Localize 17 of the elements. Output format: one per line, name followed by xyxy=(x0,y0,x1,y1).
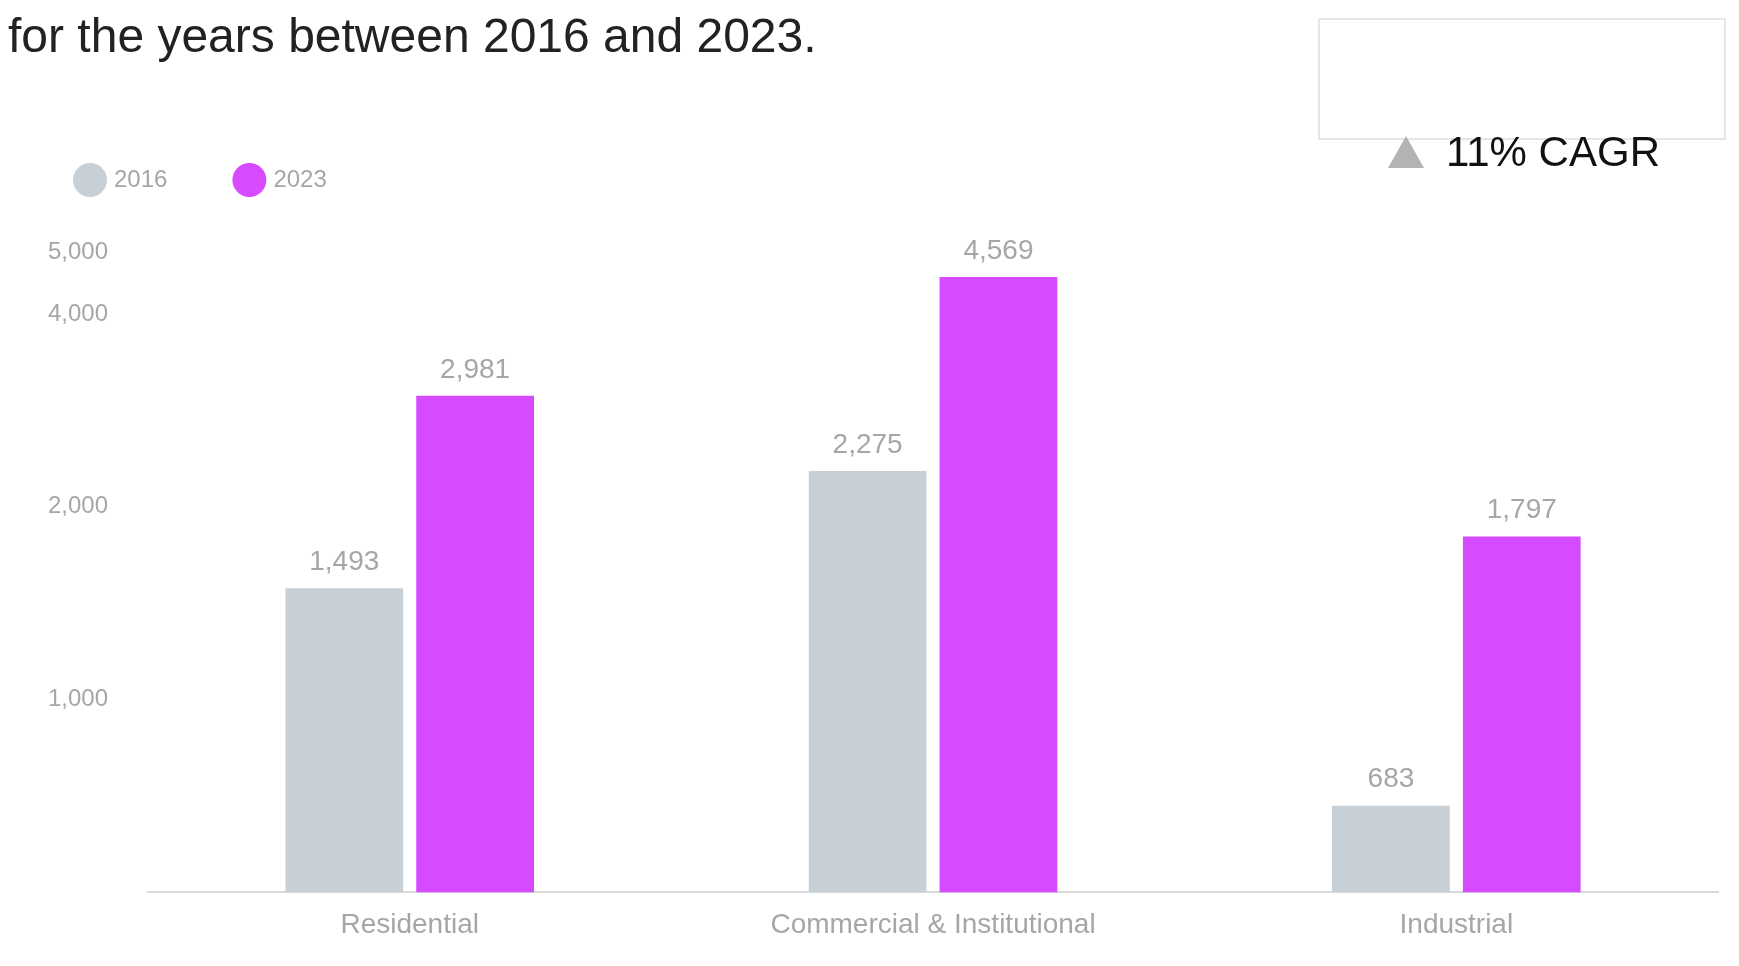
y-tick-label: 4,000 xyxy=(48,298,109,326)
y-tick-label: 5,000 xyxy=(48,236,109,264)
data-label: 2,981 xyxy=(440,352,511,384)
x-tick-label: Residential xyxy=(340,907,479,939)
y-tick-label: 1,000 xyxy=(48,684,109,712)
data-label: 1,493 xyxy=(309,544,380,576)
text: 11% CAGR xyxy=(1446,128,1660,176)
legend-label: 2023 xyxy=(273,164,327,192)
chart-title: for the years between 2016 and 2023. xyxy=(8,8,817,63)
data-label: 1,797 xyxy=(1486,493,1557,525)
x-tick-label: Commercial & Institutional xyxy=(770,907,1096,939)
y-tick-label: 2,000 xyxy=(48,491,109,519)
legend-label: 2016 xyxy=(114,164,168,192)
data-label: 2,275 xyxy=(832,427,903,459)
data-label: 4,569 xyxy=(963,233,1034,265)
data-label: 683 xyxy=(1367,762,1415,794)
x-tick-label: Industrial xyxy=(1399,907,1514,939)
